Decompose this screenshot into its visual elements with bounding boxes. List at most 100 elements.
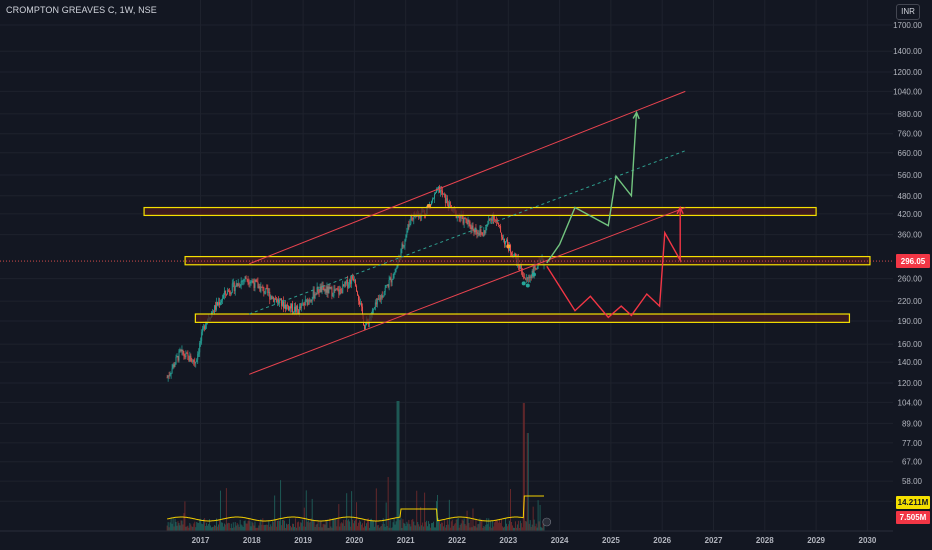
volume-bar <box>532 506 534 531</box>
candle-body <box>433 198 434 200</box>
candle-body <box>327 286 329 294</box>
candle-body <box>272 297 274 299</box>
candle-body <box>395 269 397 273</box>
currency-button[interactable]: INR <box>896 4 920 20</box>
candle-body <box>391 279 393 283</box>
candle-body <box>535 268 537 270</box>
volume-bar <box>253 525 255 531</box>
candle-body <box>323 286 325 291</box>
candle-body <box>178 350 180 361</box>
volume-bar <box>364 520 365 531</box>
candle-body <box>534 265 536 269</box>
volume-bar <box>521 527 523 531</box>
volume-bar <box>434 527 435 531</box>
volume-bar <box>227 522 229 531</box>
volume-bar <box>441 522 443 531</box>
candle-body <box>326 286 328 293</box>
volume-bar <box>337 519 339 531</box>
candle-body <box>204 326 206 330</box>
candle-body <box>267 288 269 293</box>
volume-bar <box>311 498 313 531</box>
time-tick-label: 2025 <box>602 536 620 545</box>
candle-body <box>191 361 193 363</box>
support-resistance-zones <box>143 206 871 323</box>
volume-bar <box>525 521 527 531</box>
candle-body <box>277 299 279 303</box>
candle-body <box>392 277 394 280</box>
volume-bar <box>327 527 329 531</box>
candle-body <box>389 277 391 280</box>
price-tick-label: 260.00 <box>898 275 923 284</box>
volume-bar <box>319 521 321 531</box>
volume-bar <box>234 522 236 531</box>
candle-body <box>440 190 442 192</box>
volume-bar <box>345 519 347 531</box>
candle-body <box>317 287 319 293</box>
candle-body <box>270 296 272 300</box>
time-tick-label: 2024 <box>551 536 569 545</box>
candle-body <box>239 286 241 287</box>
volume-bar <box>539 504 541 531</box>
candle-body <box>285 304 286 309</box>
candle-body <box>355 280 357 287</box>
volume-bar <box>412 518 414 531</box>
volume-bar <box>401 527 403 531</box>
candle-body <box>528 277 530 279</box>
volume-bar <box>494 522 496 531</box>
candle-body <box>307 300 309 305</box>
volume-bar <box>430 527 432 531</box>
time-tick-label: 2027 <box>705 536 723 545</box>
volume-bar <box>495 519 497 531</box>
candle-body <box>183 354 185 357</box>
volume-bar <box>349 521 351 531</box>
candle-body <box>533 265 535 276</box>
volume-bar <box>192 526 194 531</box>
volume-bar <box>309 521 311 531</box>
candle-body <box>172 364 174 369</box>
candle-body <box>310 300 312 302</box>
volume-bar <box>416 490 418 531</box>
candle-body <box>460 214 462 218</box>
candle-body <box>225 293 227 295</box>
candle-body <box>186 352 188 354</box>
time-tick-label: 2022 <box>448 536 466 545</box>
volume-bar <box>186 526 188 531</box>
volume-bar <box>408 519 410 531</box>
candle-body <box>311 299 313 302</box>
volume-bar <box>342 523 344 531</box>
candle-body <box>190 355 192 362</box>
volume-bar <box>237 524 239 531</box>
candle-body <box>493 214 495 220</box>
candle-body <box>356 286 358 292</box>
volume-bar <box>301 519 303 531</box>
candle-body <box>338 289 340 295</box>
candle-body <box>375 302 377 305</box>
volume-bar <box>332 518 334 531</box>
candle-body <box>503 239 505 240</box>
candle-body <box>294 306 296 312</box>
volume-bar <box>377 524 379 531</box>
volume-bar <box>181 520 183 531</box>
candle-body <box>348 284 350 288</box>
volume-bar <box>321 527 323 531</box>
candle-body <box>220 300 222 303</box>
candle-body <box>201 332 203 341</box>
volume-bar <box>225 488 227 531</box>
volume-bar <box>231 527 233 531</box>
volume-bar <box>489 526 491 531</box>
volume-bar <box>496 519 498 531</box>
candle-body <box>523 276 525 279</box>
volume-bar <box>180 520 182 531</box>
candle-body <box>187 353 189 356</box>
signal-markers <box>426 204 552 527</box>
candle-body <box>244 276 246 281</box>
candle-body <box>329 286 331 289</box>
volume-bar <box>537 500 539 531</box>
volume-bar <box>179 525 181 531</box>
candle-body <box>321 285 323 293</box>
candle-body <box>434 193 435 199</box>
volume-bar <box>367 518 369 531</box>
time-tick-label: 2018 <box>243 536 261 545</box>
volume-bar <box>266 524 268 531</box>
